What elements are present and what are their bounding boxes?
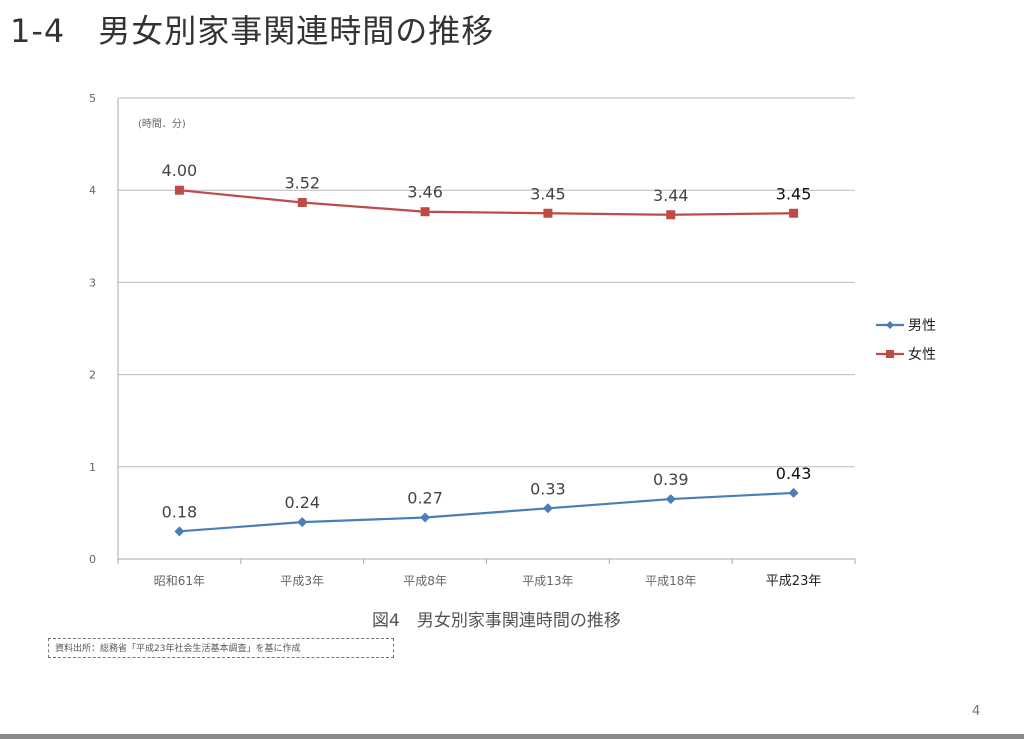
data-point — [174, 526, 185, 537]
data-point — [665, 494, 676, 505]
data-label: 3.45 — [776, 184, 812, 203]
series-line-0 — [179, 491, 794, 533]
legend-label: 男性 — [908, 318, 936, 334]
legend-marker — [886, 321, 894, 329]
data-label: 3.45 — [530, 184, 566, 203]
slide-title: 1-4 男女別家事関連時間の推移 — [10, 12, 495, 50]
series-line-1 — [179, 189, 794, 216]
x-tick-label: 平成3年 — [280, 574, 324, 588]
y-tick-label: 2 — [89, 369, 96, 382]
data-point — [420, 512, 431, 523]
data-label: 4.00 — [162, 161, 198, 180]
y-tick-label: 4 — [89, 184, 96, 197]
data-label: 0.39 — [653, 470, 689, 489]
y-tick-label: 3 — [89, 276, 96, 289]
page-number: 4 — [972, 704, 981, 719]
source-note: 資料出所：総務省「平成23年社会生活基本調査」を基に作成 — [48, 638, 394, 658]
data-point — [420, 207, 430, 217]
data-point — [788, 487, 799, 498]
data-point — [297, 197, 307, 207]
data-label: 0.33 — [530, 479, 566, 498]
data-point — [297, 517, 308, 528]
unit-label: (時間．分) — [138, 118, 186, 130]
data-point — [542, 503, 553, 514]
data-label: 3.52 — [284, 173, 320, 192]
y-tick-label: 0 — [89, 553, 96, 566]
data-label: 0.43 — [776, 464, 812, 483]
bottom-bar — [0, 734, 1024, 739]
data-label: 3.46 — [407, 183, 443, 202]
x-tick-label: 平成18年 — [645, 574, 696, 588]
legend-marker — [886, 350, 894, 358]
data-label: 3.44 — [653, 186, 689, 205]
y-tick-label: 1 — [89, 461, 96, 474]
data-label: 0.27 — [407, 489, 443, 508]
x-tick-label: 平成13年 — [522, 574, 573, 588]
y-tick-label: 5 — [89, 92, 96, 105]
data-point — [666, 210, 676, 220]
x-tick-label: 平成23年 — [766, 574, 822, 589]
x-tick-label: 平成8年 — [403, 574, 447, 588]
data-point — [543, 208, 553, 218]
data-label: 0.24 — [284, 493, 320, 512]
data-label: 0.18 — [162, 502, 198, 521]
data-point — [174, 185, 184, 195]
figure-caption: 図4 男女別家事関連時間の推移 — [372, 611, 621, 631]
data-point — [789, 208, 799, 218]
legend-label: 女性 — [908, 346, 936, 363]
x-tick-label: 昭和61年 — [154, 574, 205, 588]
